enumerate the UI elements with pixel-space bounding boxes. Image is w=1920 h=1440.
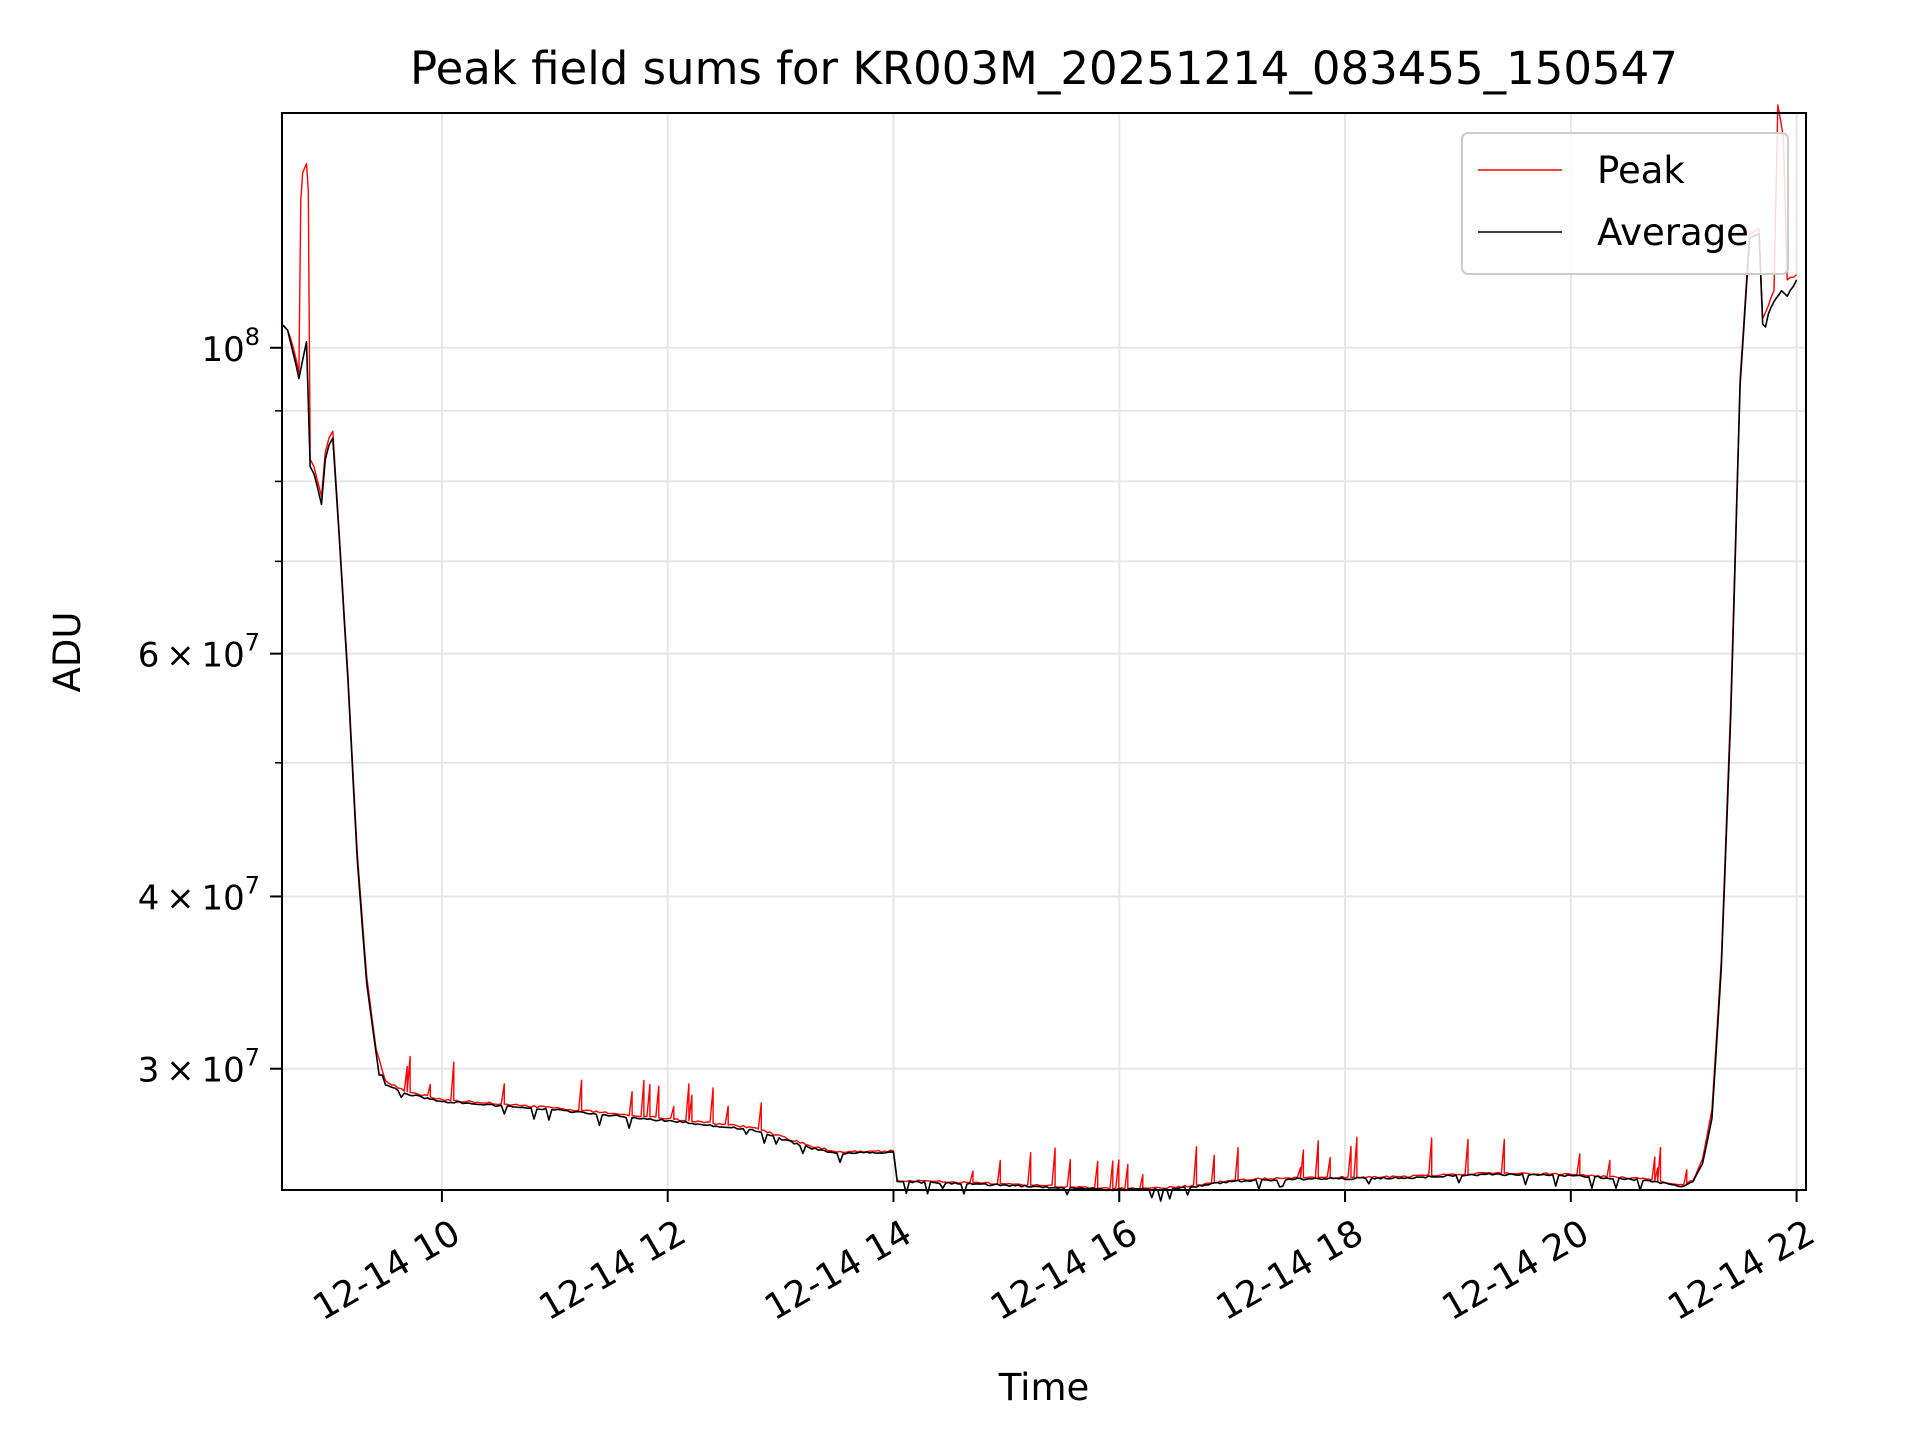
legend-average-label: Average [1597, 211, 1749, 254]
series-line-average [281, 232, 1798, 1202]
legend-box [1461, 132, 1789, 275]
series-area [281, 104, 1798, 1202]
y-tick-base: 6 × 10 [138, 636, 245, 676]
y-tick-exponent: 7 [245, 871, 260, 899]
y-tick-label: 3 × 107 [138, 1044, 260, 1091]
y-tick-label: 6 × 107 [138, 629, 260, 676]
y-tick-label: 108 [201, 323, 260, 370]
y-tick-base: 10 [201, 330, 244, 370]
y-tick-label: 4 × 107 [138, 871, 260, 918]
y-axis-label: ADU [46, 612, 89, 693]
y-tick-base: 3 × 10 [138, 1051, 245, 1091]
y-tick-exponent: 8 [245, 323, 260, 351]
y-tick-base: 4 × 10 [138, 878, 245, 918]
y-tick-exponent: 7 [245, 1044, 260, 1072]
legend-peak-label: Peak [1597, 149, 1685, 192]
legend: Peak Average [1461, 132, 1789, 275]
grid [282, 113, 1806, 1190]
plot-frame [281, 112, 1807, 1191]
y-tick-exponent: 7 [245, 629, 260, 657]
chart-title: Peak field sums for KR003M_20251214_0834… [410, 42, 1678, 95]
x-axis-label: Time [998, 1366, 1090, 1409]
